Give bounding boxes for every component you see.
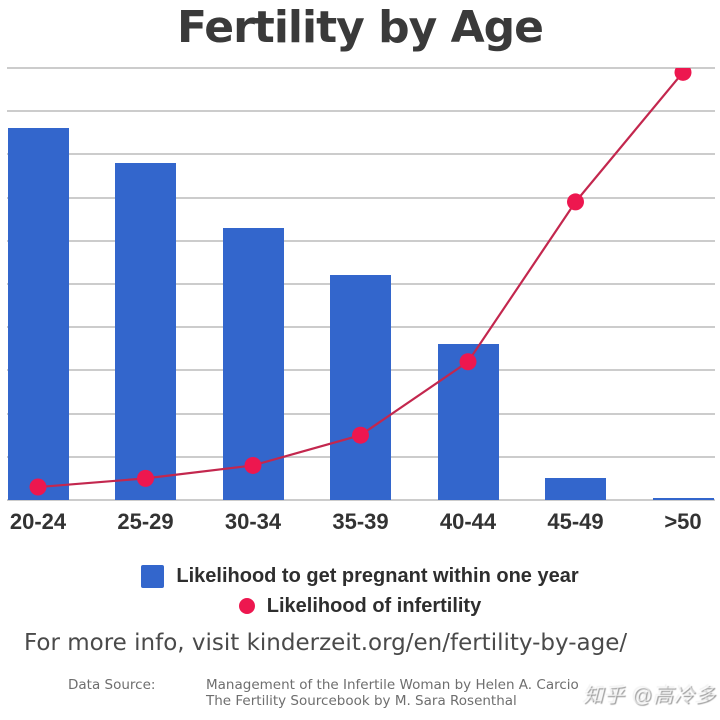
x-axis-label->50: >50: [664, 509, 702, 534]
bar->50: [652, 498, 714, 500]
x-axis-label-40-44: 40-44: [439, 509, 497, 534]
data-point-dot-35-39: [352, 426, 369, 444]
data-point-dot-25-29: [137, 469, 154, 487]
gridline: [7, 110, 715, 113]
bar-45-49: [545, 478, 606, 500]
line-series-swatch: [238, 598, 255, 614]
gridline: [7, 153, 715, 156]
data-point-dot-20-24: [29, 478, 47, 496]
x-axis-label-30-34: 30-34: [224, 509, 282, 534]
footer-info-text: For more info, visit kinderzeit.org/en/f…: [24, 630, 628, 656]
data-source-label: Data Source:: [68, 677, 156, 693]
data-point-dot->50: [674, 68, 692, 81]
data-source-references: Management of the Infertile Woman by Hel…: [206, 677, 579, 709]
x-axis-label-45-49: 45-49: [547, 509, 604, 534]
x-axis: 20-24 25-29 30-34 35-39 40-44 45-49 >50: [0, 509, 720, 541]
plot-area: [0, 67, 720, 501]
bar-20-24: [7, 128, 69, 500]
legend-label-pregnancy: Likelihood to get pregnant within one ye…: [176, 564, 579, 587]
bar-series-swatch: [141, 564, 165, 588]
infertility-line: [37, 71, 684, 489]
gridline: [7, 239, 715, 242]
gridline: [7, 499, 715, 501]
legend-entry-pregnancy: Likelihood to get pregnant within one ye…: [0, 562, 720, 590]
bar-35-39: [330, 275, 391, 500]
x-axis-label-25-29: 25-29: [117, 509, 174, 534]
data-source-line2: The Fertility Sourcebook by M. Sara Rose…: [206, 693, 517, 709]
data-point-dot-40-44: [459, 353, 477, 371]
x-axis-label-20-24: 20-24: [9, 509, 67, 534]
data-point-dot-30-34: [244, 456, 262, 474]
bar-30-34: [222, 227, 284, 500]
data-point-dot-45-49: [567, 193, 584, 211]
gridline: [7, 196, 715, 199]
bar-25-29: [115, 163, 176, 500]
x-axis-label-35-39: 35-39: [332, 509, 389, 534]
gridline: [7, 67, 715, 69]
watermark: 知乎 @高冷多: [583, 685, 716, 707]
bar-40-44: [437, 344, 499, 500]
data-source-line1: Management of the Infertile Woman by Hel…: [206, 677, 579, 693]
legend-label-infertility: Likelihood of infertility: [266, 594, 482, 617]
infertility-line-chart: [29, 68, 692, 496]
legend-entry-infertility: Likelihood of infertility: [0, 594, 720, 618]
page-title: Fertility by Age: [176, 2, 544, 53]
